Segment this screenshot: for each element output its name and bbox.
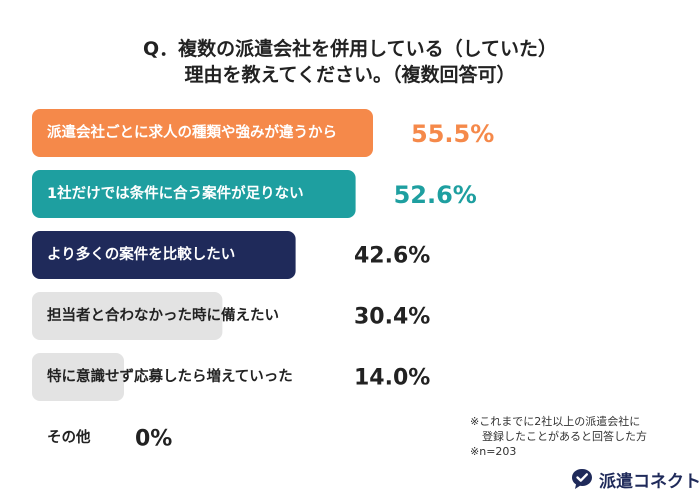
footnote-line2: 登録したことがあると回答した方 xyxy=(482,430,647,443)
chart-title-line1: Q．複数の派遣会社を併用している（していた） xyxy=(142,38,557,60)
bar-5 xyxy=(32,353,124,401)
speech-bubble-check-icon xyxy=(572,469,592,489)
value-label-1: 55.5% xyxy=(411,120,494,148)
footnote-line3: ※n=203 xyxy=(470,445,517,458)
category-label-2: 1社だけでは条件に合う案件が足りない xyxy=(47,184,304,202)
category-label-5: 特に意識せず応募したら増えていった xyxy=(47,367,293,385)
value-label-2: 52.6% xyxy=(394,181,477,209)
bar-4 xyxy=(32,292,223,340)
category-label-6: その他 xyxy=(47,428,91,446)
category-label-4: 担当者と合わなかった時に備えたい xyxy=(47,306,279,324)
bar-3 xyxy=(32,231,296,279)
brand-logo: 派遣コネクト xyxy=(570,467,700,492)
value-label-5: 14.0% xyxy=(354,366,430,391)
chart-title: Q．複数の派遣会社を併用している（していた） 理由を教えてください。（複数回答可… xyxy=(0,36,700,88)
category-label-1: 派遣会社ごとに求人の種類や強みが違うから xyxy=(47,123,337,141)
value-label-6: 0% xyxy=(135,427,172,452)
bar-1 xyxy=(32,109,373,157)
value-label-3: 42.6% xyxy=(354,244,430,269)
footnote: ※これまでに2社以上の派遣会社に 登録したことがあると回答した方 ※n=203 xyxy=(470,414,647,459)
logo-text: 派遣コネクト xyxy=(599,471,700,492)
category-label-3: より多くの案件を比較したい xyxy=(47,245,235,263)
chart-title-line2: 理由を教えてください。（複数回答可） xyxy=(184,64,516,86)
footnote-line1: ※これまでに2社以上の派遣会社に xyxy=(470,415,641,428)
bar-2 xyxy=(32,170,356,218)
value-label-4: 30.4% xyxy=(354,305,430,330)
